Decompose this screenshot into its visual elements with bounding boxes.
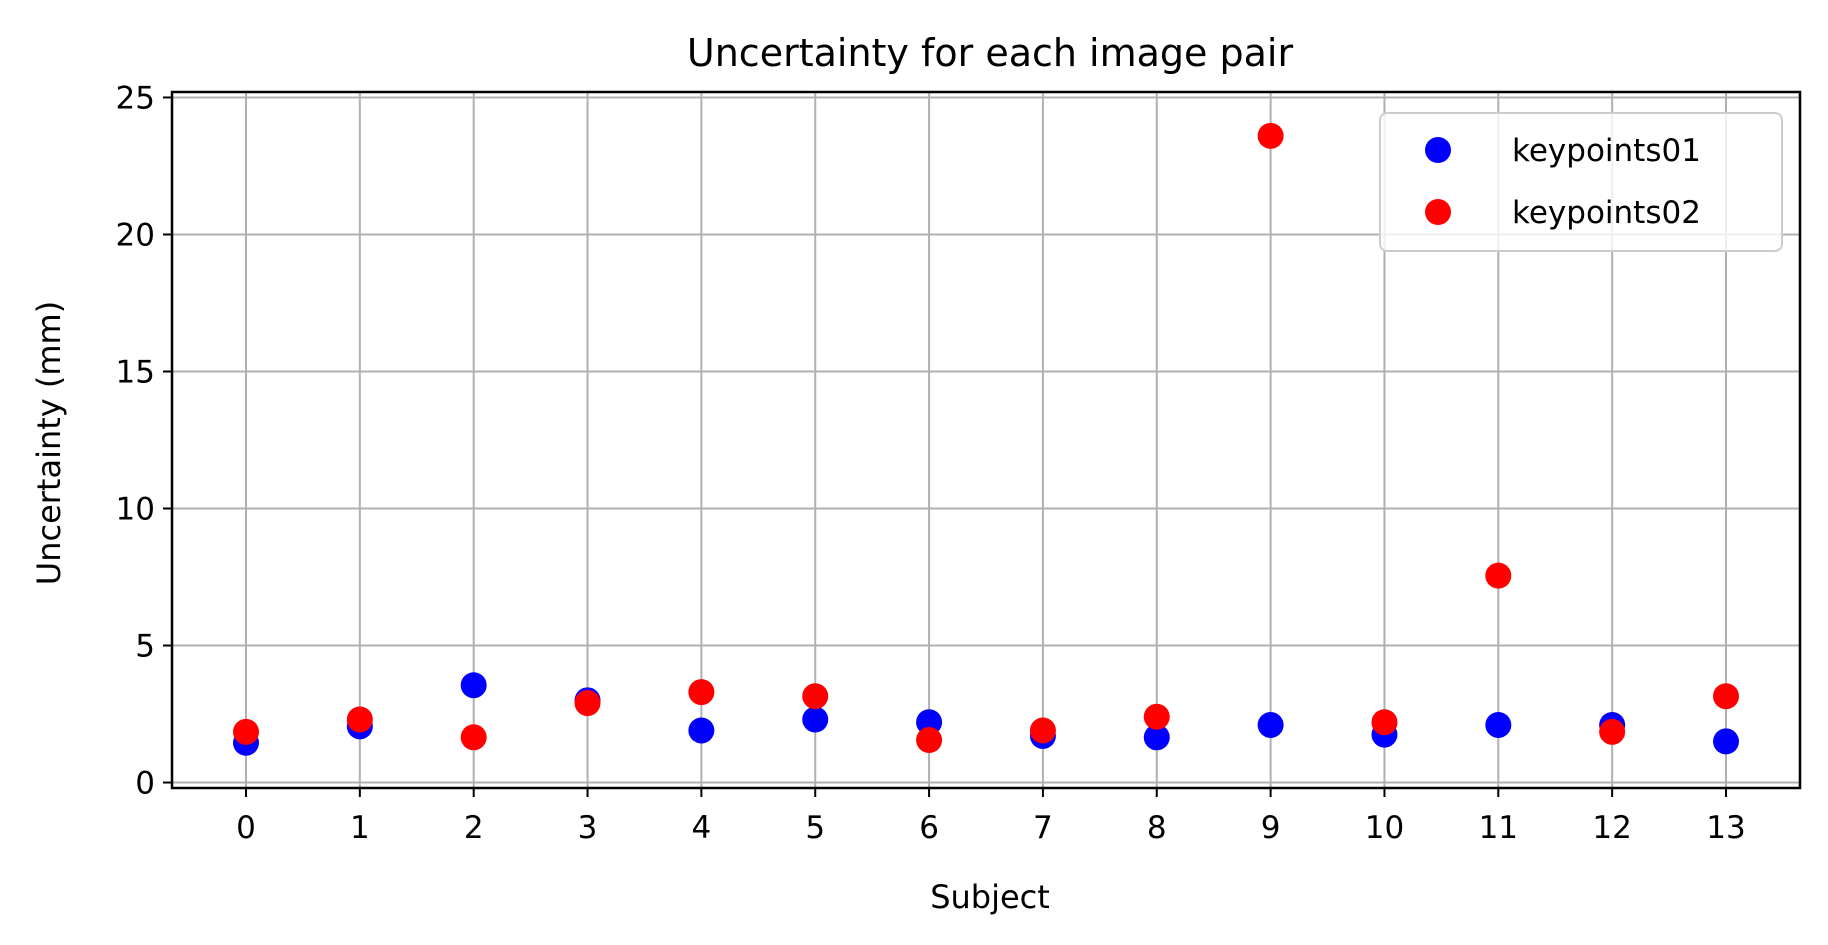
legend-box xyxy=(1379,112,1783,252)
point-keypoints01 xyxy=(460,672,487,699)
legend-label-keypoints02: keypoints02 xyxy=(1512,195,1701,231)
point-keypoints02 xyxy=(1257,122,1284,149)
legend: keypoints01 keypoints02 xyxy=(1379,112,1783,252)
point-keypoints01 xyxy=(1257,711,1284,738)
point-keypoints02 xyxy=(1485,562,1512,589)
point-keypoints02 xyxy=(460,724,487,751)
data-points xyxy=(233,122,1739,756)
x-tick-label: 3 xyxy=(578,810,598,846)
point-keypoints02 xyxy=(346,706,373,733)
y-tick-label: 5 xyxy=(135,629,155,665)
point-keypoints01 xyxy=(1713,728,1739,755)
x-tick-label: 1 xyxy=(350,810,370,846)
point-keypoints02 xyxy=(1143,703,1170,730)
x-tick-label: 8 xyxy=(1147,810,1167,846)
x-tick-label: 4 xyxy=(692,810,712,846)
x-tick-label: 9 xyxy=(1261,810,1281,846)
chart-title: Uncertainty for each image pair xyxy=(687,31,1294,75)
point-keypoints01 xyxy=(1485,711,1512,738)
y-tick-label: 10 xyxy=(116,492,155,528)
y-tick-label: 0 xyxy=(135,766,155,802)
point-keypoints02 xyxy=(1029,717,1056,744)
point-keypoints01 xyxy=(688,717,715,744)
y-tick-label: 20 xyxy=(116,217,155,253)
legend-marker-keypoints01 xyxy=(1425,137,1451,163)
point-keypoints02 xyxy=(233,718,259,745)
point-keypoints01 xyxy=(1143,724,1170,751)
x-tick-label: 10 xyxy=(1365,810,1404,846)
x-tick-label: 12 xyxy=(1592,810,1631,846)
y-tick-label: 15 xyxy=(116,354,155,390)
point-keypoints02 xyxy=(1599,718,1626,745)
point-keypoints02 xyxy=(1371,709,1398,736)
x-tick-label: 13 xyxy=(1706,810,1745,846)
plot-frame xyxy=(170,90,1802,790)
x-tick-label: 5 xyxy=(805,810,825,846)
point-keypoints02 xyxy=(1713,683,1739,710)
x-axis-label: Subject xyxy=(930,878,1050,916)
point-keypoints01 xyxy=(802,706,829,733)
point-keypoints02 xyxy=(574,690,601,717)
x-tick-label: 11 xyxy=(1479,810,1518,846)
y-tick-label: 25 xyxy=(116,80,155,116)
point-keypoints02 xyxy=(802,683,829,710)
x-tick-label: 2 xyxy=(464,810,484,846)
point-keypoints02 xyxy=(688,679,715,706)
x-tick-label: 6 xyxy=(919,810,939,846)
point-keypoints02 xyxy=(916,727,943,754)
point-keypoints01 xyxy=(916,709,943,736)
y-axis-label: Uncertainty (mm) xyxy=(30,301,68,585)
legend-label-keypoints01: keypoints01 xyxy=(1512,133,1701,169)
legend-marker-keypoints02 xyxy=(1425,199,1451,225)
x-tick-label: 7 xyxy=(1033,810,1053,846)
x-tick-label: 0 xyxy=(236,810,256,846)
